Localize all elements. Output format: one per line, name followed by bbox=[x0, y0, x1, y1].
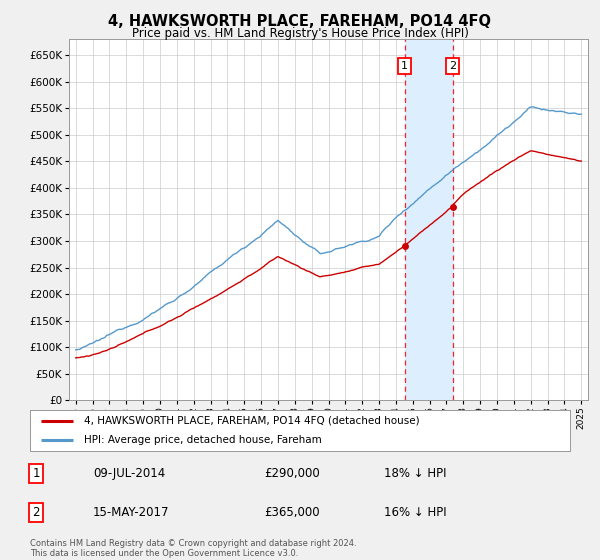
Text: 18% ↓ HPI: 18% ↓ HPI bbox=[384, 466, 446, 480]
Text: 2: 2 bbox=[32, 506, 40, 519]
Text: 16% ↓ HPI: 16% ↓ HPI bbox=[384, 506, 446, 519]
Text: 4, HAWKSWORTH PLACE, FAREHAM, PO14 4FQ (detached house): 4, HAWKSWORTH PLACE, FAREHAM, PO14 4FQ (… bbox=[84, 416, 419, 426]
Text: £290,000: £290,000 bbox=[264, 466, 320, 480]
Text: £365,000: £365,000 bbox=[264, 506, 320, 519]
Text: Contains HM Land Registry data © Crown copyright and database right 2024.
This d: Contains HM Land Registry data © Crown c… bbox=[30, 539, 356, 558]
Text: 2: 2 bbox=[449, 60, 456, 71]
Text: 09-JUL-2014: 09-JUL-2014 bbox=[93, 466, 165, 480]
Text: 1: 1 bbox=[401, 60, 408, 71]
Bar bbox=[404, 39, 452, 400]
Text: HPI: Average price, detached house, Fareham: HPI: Average price, detached house, Fare… bbox=[84, 435, 322, 445]
Text: 4, HAWKSWORTH PLACE, FAREHAM, PO14 4FQ: 4, HAWKSWORTH PLACE, FAREHAM, PO14 4FQ bbox=[109, 14, 491, 29]
Text: 1: 1 bbox=[32, 466, 40, 480]
Text: Price paid vs. HM Land Registry's House Price Index (HPI): Price paid vs. HM Land Registry's House … bbox=[131, 27, 469, 40]
Text: 15-MAY-2017: 15-MAY-2017 bbox=[93, 506, 170, 519]
